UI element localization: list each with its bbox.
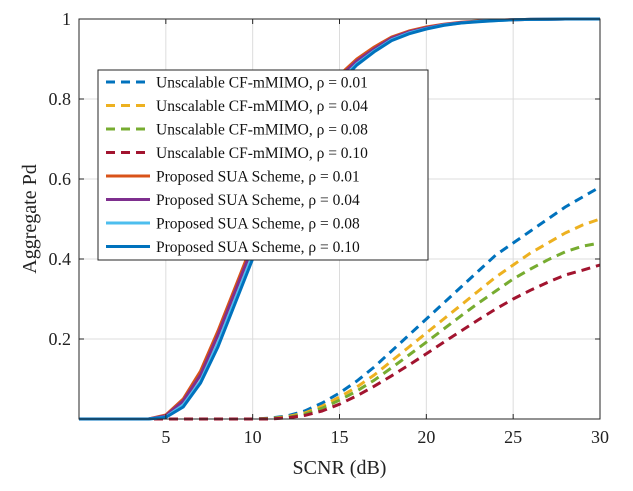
legend-label-8: Proposed SUA Scheme, ρ = 0.10 <box>156 239 360 256</box>
series-line-4 <box>79 263 601 421</box>
x-tick-label: 15 <box>331 427 349 447</box>
legend: Unscalable CF-mMIMO, ρ = 0.01 Unscalable … <box>97 69 429 261</box>
y-tick-label: 0.4 <box>49 249 72 269</box>
y-tick-label: 0.8 <box>49 89 72 109</box>
y-tick-label: 1 <box>62 9 71 29</box>
legend-label-3: Unscalable CF-mMIMO, ρ = 0.08 <box>156 122 368 139</box>
legend-label-5: Proposed SUA Scheme, ρ = 0.01 <box>156 169 360 186</box>
y-tick-label: 0.6 <box>49 169 72 189</box>
x-tick-label: 20 <box>417 427 435 447</box>
legend-label-1: Unscalable CF-mMIMO, ρ = 0.01 <box>156 75 368 92</box>
axis-ticks: 5 10 15 20 25 30 0.2 0.4 0.6 0.8 1 <box>49 9 610 447</box>
legend-label-7: Proposed SUA Scheme, ρ = 0.08 <box>156 216 360 233</box>
x-tick-label: 25 <box>504 427 522 447</box>
legend-label-6: Proposed SUA Scheme, ρ = 0.04 <box>156 192 360 209</box>
y-axis-label: Aggregate Pd <box>19 164 41 273</box>
series-line-1 <box>79 185 601 421</box>
series-line-3 <box>79 241 601 421</box>
x-tick-label: 5 <box>161 427 170 447</box>
x-tick-label: 30 <box>591 427 609 447</box>
y-tick-label: 0.2 <box>49 329 72 349</box>
series-line-2 <box>79 217 601 421</box>
legend-label-2: Unscalable CF-mMIMO, ρ = 0.04 <box>156 98 368 115</box>
x-tick-label: 10 <box>244 427 262 447</box>
legend-label-4: Unscalable CF-mMIMO, ρ = 0.10 <box>156 145 368 162</box>
x-axis-label: SCNR (dB) <box>293 457 387 479</box>
legend-box <box>97 69 429 261</box>
